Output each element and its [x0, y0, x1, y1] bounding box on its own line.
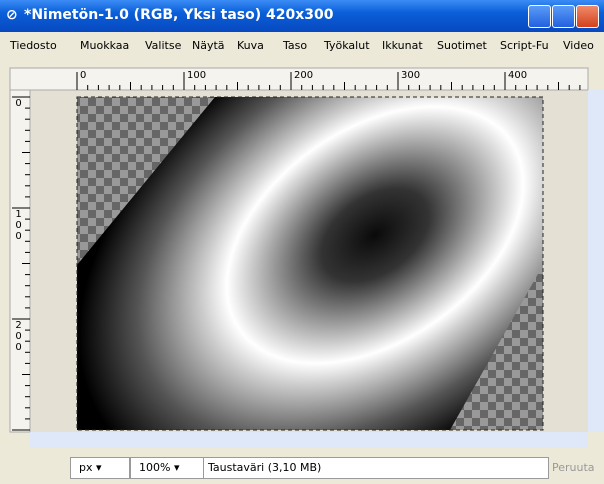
app-icon: ⊘ — [6, 0, 18, 30]
canvas-area — [0, 58, 604, 452]
title-bar: ⊘ *Nimetön-1.0 (RGB, Yksi taso) 420x300 — [0, 0, 604, 32]
cancel-button[interactable]: Peruuta — [552, 461, 595, 474]
close-button[interactable] — [576, 5, 599, 28]
status-bar: px ▾ 100% ▾ Taustaväri (3,10 MB) Peruuta — [0, 452, 604, 484]
ruler-label: 400 — [508, 70, 527, 81]
ruler-label: 0 — [80, 70, 86, 81]
ruler-label: 200 — [294, 70, 313, 81]
menu-item[interactable]: Kuva — [237, 39, 264, 52]
zoom: 100% — [139, 461, 170, 474]
minimize-button[interactable] — [528, 5, 551, 28]
menu-item[interactable]: Script-Fu — [500, 39, 549, 52]
zoom-selector[interactable]: 100% ▾ — [130, 457, 208, 479]
ruler-label: 200 — [13, 320, 23, 353]
status-message: Taustaväri (3,10 MB) — [203, 457, 549, 479]
menu-item[interactable]: Valitse — [145, 39, 181, 52]
unit-selector[interactable]: px ▾ — [70, 457, 130, 479]
maximize-button[interactable] — [552, 5, 575, 28]
ruler-label: 100 — [187, 70, 206, 81]
menu-item[interactable]: Näytä — [192, 39, 225, 52]
vertical-scrollbar[interactable] — [588, 90, 604, 432]
menu-item[interactable]: Ikkunat — [382, 39, 423, 52]
menu-item[interactable]: Tiedosto — [10, 39, 57, 52]
ruler-label: 100 — [13, 209, 23, 242]
menu-item[interactable]: Muokkaa — [80, 39, 129, 52]
menu-item[interactable]: Työkalut — [324, 39, 370, 52]
horizontal-scrollbar[interactable] — [30, 432, 588, 448]
window-title: *Nimetön-1.0 (RGB, Yksi taso) 420x300 — [24, 0, 334, 30]
menu-item[interactable]: Video — [563, 39, 594, 52]
unit: px — [79, 461, 93, 474]
gimp-window: ⊘ *Nimetön-1.0 (RGB, Yksi taso) 420x300 … — [0, 0, 604, 484]
ruler-label: 300 — [401, 70, 420, 81]
menu-item[interactable]: Taso — [283, 39, 307, 52]
ruler-label: 0 — [13, 98, 23, 109]
menu-item[interactable]: Suotimet — [437, 39, 487, 52]
menu-bar: Tiedosto Muokkaa Valitse Näytä Kuva Taso Työka… — [0, 32, 604, 58]
